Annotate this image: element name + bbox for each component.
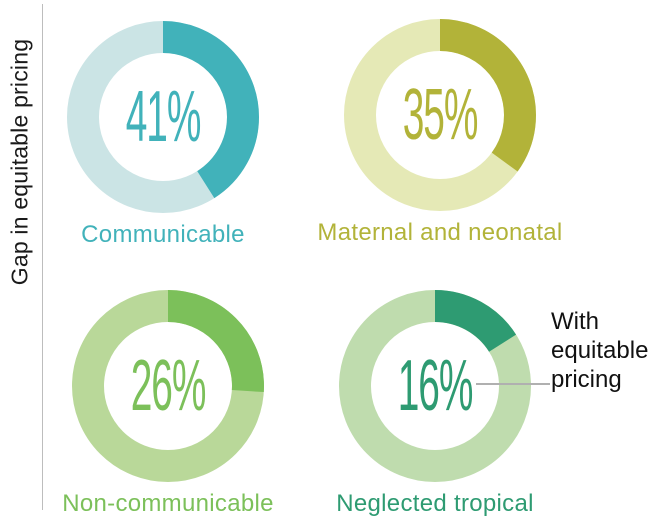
donut-ring bbox=[339, 290, 531, 482]
y-axis-title: Gap in equitable pricing bbox=[6, 38, 33, 286]
annotation-line-2: equitable bbox=[551, 337, 649, 364]
donut-value: 41% bbox=[125, 77, 202, 157]
donut-neglected-tropical: 16% Neglected tropical bbox=[336, 290, 533, 517]
y-axis-line bbox=[42, 4, 43, 510]
donut-ring bbox=[72, 290, 264, 482]
annotation-with-equitable-pricing: With equitable pricing bbox=[551, 307, 648, 394]
donut-label: Neglected tropical bbox=[336, 490, 534, 517]
donut-label: Communicable bbox=[81, 221, 245, 248]
donut-value: 26% bbox=[130, 346, 207, 426]
donut-label: Maternal and neonatal bbox=[317, 219, 563, 246]
annotation-connector-line bbox=[476, 383, 550, 385]
donut-ring bbox=[67, 21, 259, 213]
donut-value: 16% bbox=[397, 346, 474, 426]
donut-label: Non-communicable bbox=[62, 490, 274, 517]
donut-maternal-and-neonatal: 35% Maternal and neonatal bbox=[317, 19, 562, 246]
donut-non-communicable: 26% Non-communicable bbox=[62, 290, 273, 517]
annotation-line-3: pricing bbox=[551, 366, 622, 393]
annotation-line-1: With bbox=[551, 308, 599, 335]
donut-communicable: 41% Communicable bbox=[67, 21, 259, 248]
donut-ring bbox=[344, 19, 536, 211]
donut-value: 35% bbox=[402, 75, 479, 155]
